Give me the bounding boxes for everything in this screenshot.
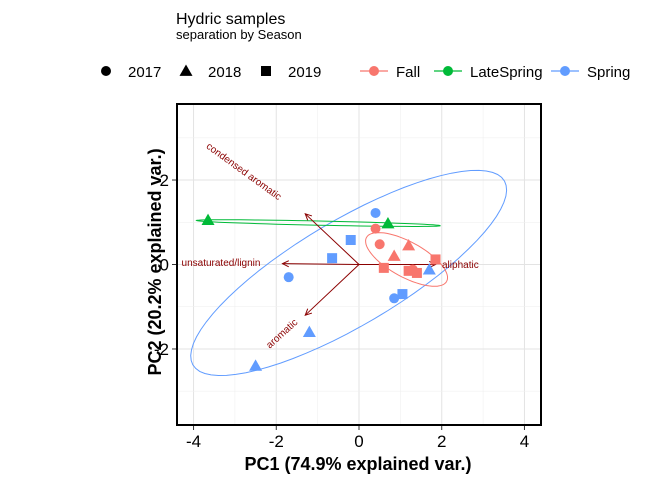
ellipse-latespring bbox=[195, 219, 441, 227]
data-point bbox=[249, 359, 263, 371]
legend-key-2019 bbox=[261, 66, 271, 76]
panel-border bbox=[176, 103, 542, 426]
data-point bbox=[201, 213, 215, 226]
chart-subtitle: separation by Season bbox=[176, 27, 302, 42]
x-tick-label: 0 bbox=[354, 432, 363, 451]
plot-area: condensed aromatic unsaturated/lignin alip… bbox=[176, 103, 542, 426]
arrow-head bbox=[304, 213, 313, 221]
legend-key-latespring bbox=[443, 66, 453, 76]
y-axis-label: PC2 (20.2% explained var.) bbox=[145, 148, 165, 375]
data-point bbox=[397, 289, 408, 300]
legend-key-spring bbox=[560, 66, 570, 76]
legend-label: Fall bbox=[396, 64, 420, 81]
chart-title: Hydric samples bbox=[176, 11, 285, 28]
data-point bbox=[283, 272, 294, 283]
data-point bbox=[402, 238, 416, 251]
grid bbox=[177, 104, 541, 425]
data-point bbox=[422, 263, 436, 275]
y-axis-ticks: -2 0 2 bbox=[154, 171, 176, 359]
x-axis-ticks: -4 -2 0 2 4 bbox=[186, 426, 529, 451]
loading-arrow bbox=[304, 213, 360, 265]
data-point bbox=[302, 325, 316, 337]
y-tick-label: 0 bbox=[160, 256, 169, 275]
x-tick-label: -2 bbox=[269, 432, 284, 451]
x-tick-label: 2 bbox=[437, 432, 446, 451]
data-point bbox=[374, 239, 385, 250]
arrow-label: unsaturated/lignin bbox=[182, 258, 261, 269]
x-tick-label: -4 bbox=[186, 432, 201, 451]
legend-key-2018 bbox=[179, 64, 193, 76]
data-point bbox=[381, 217, 395, 229]
arrow-head bbox=[304, 308, 313, 316]
data-point bbox=[411, 267, 422, 278]
legend-label: 2018 bbox=[208, 64, 241, 81]
data-point bbox=[389, 293, 400, 304]
y-tick-label: 2 bbox=[160, 171, 169, 190]
legend-label: 2019 bbox=[288, 64, 321, 81]
data-point bbox=[370, 223, 381, 234]
arrow-label: aliphatic bbox=[442, 260, 479, 271]
legend-key-fall bbox=[369, 66, 379, 76]
data-point bbox=[387, 249, 401, 261]
legend-label: Spring bbox=[587, 64, 630, 81]
x-axis-label: PC1 (74.9% explained var.) bbox=[244, 454, 471, 474]
arrow-label: condensed aromatic bbox=[204, 141, 283, 203]
data-point bbox=[327, 253, 338, 264]
arrow-label: aromatic bbox=[264, 317, 300, 351]
arrow-head bbox=[281, 260, 290, 268]
data-points bbox=[201, 207, 441, 371]
legend-key-2017 bbox=[101, 66, 111, 76]
data-point bbox=[345, 235, 356, 246]
legend: 2017 2018 2019 Fall LateSpring Spring bbox=[101, 64, 630, 81]
loading-arrows: condensed aromatic unsaturated/lignin alip… bbox=[182, 141, 479, 351]
ellipses bbox=[190, 169, 508, 377]
data-point bbox=[370, 207, 381, 218]
y-tick-label: -2 bbox=[154, 340, 169, 359]
data-point bbox=[430, 254, 441, 265]
loading-arrow bbox=[304, 264, 360, 316]
legend-label: LateSpring bbox=[470, 64, 543, 81]
data-point bbox=[378, 262, 389, 273]
x-tick-label: 4 bbox=[520, 432, 529, 451]
ellipse-spring bbox=[190, 169, 508, 377]
loading-arrow bbox=[282, 263, 360, 265]
legend-label: 2017 bbox=[128, 64, 161, 81]
